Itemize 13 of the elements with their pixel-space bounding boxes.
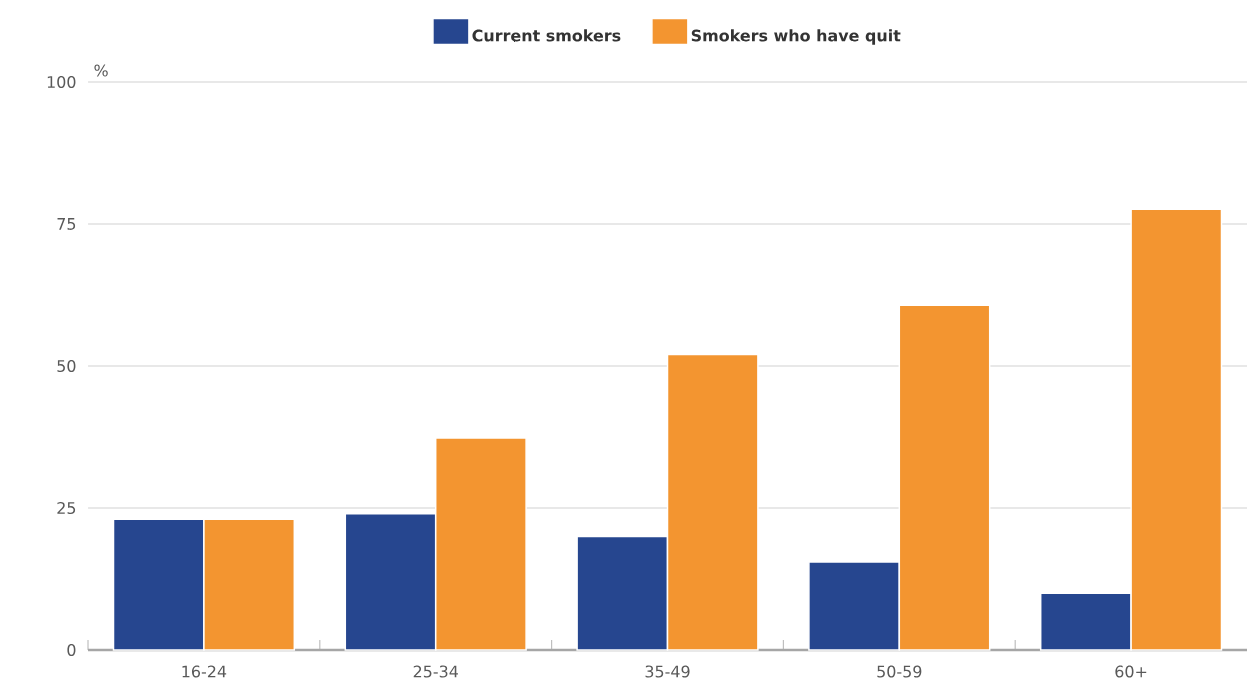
y-tick-label: 100 <box>47 75 76 88</box>
y-tick-label: 25 <box>57 501 76 515</box>
y-axis-title: % <box>94 64 108 77</box>
x-tick-label: 50-59 <box>877 665 922 678</box>
x-tick-label: 60+ <box>1115 665 1147 678</box>
y-tick-label: 0 <box>67 643 76 657</box>
x-tick-label: 25-34 <box>413 665 458 678</box>
legend-label: Smokers who have quit <box>691 29 901 45</box>
y-tick-label: 75 <box>57 218 76 230</box>
legend-label: Current smokers <box>472 29 621 42</box>
y-tick-label: 50 <box>57 359 76 372</box>
x-tick-label: 35-49 <box>645 665 690 678</box>
x-tick-label: 16-24 <box>182 665 227 678</box>
